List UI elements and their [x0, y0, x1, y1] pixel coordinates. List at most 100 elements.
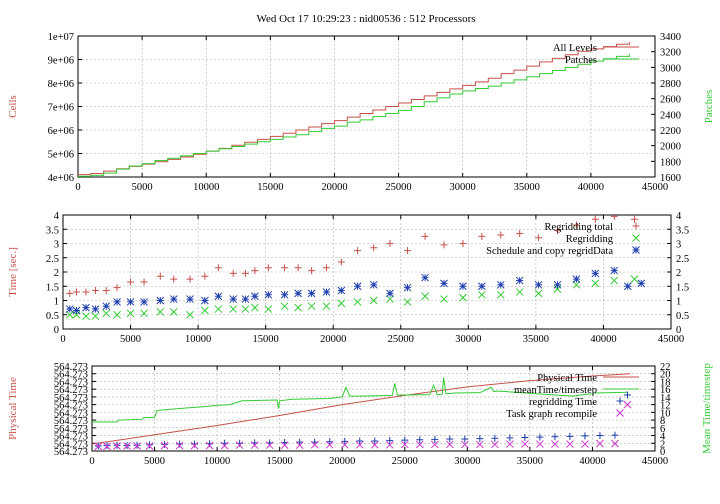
data-point	[421, 273, 429, 282]
data-point	[126, 298, 135, 306]
data-point	[369, 296, 378, 305]
legend-marker	[616, 397, 624, 405]
data-point	[404, 247, 412, 255]
data-point	[356, 437, 364, 445]
y2-tick-label: 1800	[660, 157, 681, 168]
data-point	[264, 290, 273, 299]
panel-3: 0 5000 10000 15000 20000 25000 30000 35000 40000…	[7, 362, 713, 467]
series-line	[92, 373, 631, 445]
x-tick-label: 30000	[450, 182, 476, 193]
x-tick-label: 25000	[388, 334, 414, 345]
x-tick-label: 10000	[204, 456, 230, 467]
data-point	[353, 298, 362, 306]
data-point	[353, 282, 362, 291]
data-point	[91, 287, 99, 295]
y2-tick-label: 16	[660, 385, 671, 396]
x-tick-label: 30000	[455, 334, 481, 345]
y-tick-label: 564.273	[54, 362, 88, 373]
data-point	[630, 275, 639, 283]
data-point	[156, 272, 164, 280]
data-point	[506, 440, 514, 448]
data-point	[477, 282, 486, 291]
y2-tick-label: 14	[660, 393, 671, 404]
data-point	[496, 280, 505, 289]
data-point	[596, 439, 604, 448]
data-point	[140, 309, 148, 318]
data-point	[415, 440, 424, 449]
data-point	[65, 305, 74, 313]
data-point	[205, 441, 214, 450]
data-point	[459, 282, 467, 291]
data-point	[251, 303, 259, 312]
data-point	[103, 442, 111, 451]
y2-axis-label: Patches	[703, 90, 715, 124]
data-point	[611, 439, 619, 448]
data-point	[536, 433, 544, 441]
data-point	[156, 308, 165, 316]
legend-marker	[632, 246, 640, 254]
y-tick-label: 9e+06	[48, 56, 74, 67]
data-point	[491, 434, 499, 442]
data-point	[250, 441, 259, 450]
data-point	[610, 215, 618, 220]
data-point	[73, 288, 81, 296]
y2-tick-label: 2200	[660, 126, 681, 137]
data-point	[497, 231, 505, 239]
data-point	[103, 442, 111, 450]
data-point	[140, 298, 148, 306]
x-tick-label: 35000	[514, 182, 540, 193]
y2-tick-label: 3000	[660, 63, 681, 74]
y-tick-label: 7e+06	[48, 103, 74, 114]
data-point	[201, 306, 209, 315]
data-point	[82, 312, 90, 321]
data-point	[337, 286, 346, 295]
data-point	[623, 391, 631, 399]
data-point	[370, 440, 379, 449]
data-point	[340, 440, 349, 449]
data-point	[369, 280, 378, 289]
y2-tick-label: 6	[660, 424, 665, 435]
x-tick-label: 35000	[523, 334, 549, 345]
data-point	[403, 298, 412, 306]
y-tick-label: 1	[54, 297, 59, 308]
data-point	[186, 275, 194, 283]
data-point	[610, 266, 619, 275]
data-point	[623, 400, 632, 409]
y-axis-label: Physical Time	[7, 377, 19, 440]
y2-tick-label: 4	[676, 211, 682, 222]
data-point	[241, 305, 250, 313]
y2-tick-label: 2	[660, 439, 665, 450]
legend-label: Regridding	[566, 234, 614, 245]
y-tick-label: 4	[54, 211, 60, 222]
data-point	[186, 310, 194, 319]
data-point	[170, 275, 178, 283]
data-point	[220, 441, 229, 450]
y2-tick-label: 2	[676, 268, 681, 279]
series-line	[92, 377, 628, 423]
y2-tick-label: 4	[660, 432, 666, 443]
data-point	[386, 240, 394, 247]
y2-tick-label: 22	[660, 362, 671, 373]
data-point	[446, 435, 454, 443]
data-point	[325, 440, 334, 449]
data-point	[322, 302, 331, 311]
legend-label: meanTime/timestep	[514, 385, 597, 396]
data-point	[459, 240, 467, 247]
data-point	[459, 293, 467, 302]
data-point	[461, 435, 469, 443]
legend-label: regridding Time	[529, 397, 597, 408]
series-line	[78, 41, 630, 176]
x-tick-label: 30000	[454, 456, 480, 467]
data-point	[581, 440, 589, 448]
data-point	[201, 272, 209, 280]
data-point	[460, 440, 469, 449]
y-tick-label: 564.273	[54, 377, 88, 388]
legend-label: Schedule and copy regridData	[486, 246, 613, 257]
data-point	[515, 276, 524, 285]
x-tick-label: 15000	[253, 334, 279, 345]
x-tick-label: 15000	[267, 456, 293, 467]
y2-tick-label: 3400	[660, 32, 681, 43]
data-point	[294, 303, 302, 312]
x-tick-label: 35000	[517, 456, 543, 467]
